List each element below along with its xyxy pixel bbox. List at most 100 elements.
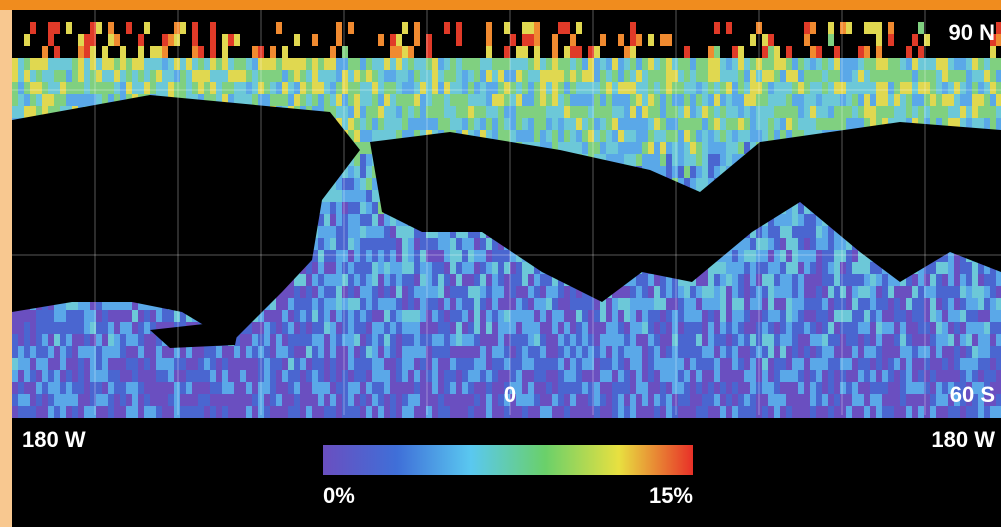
field-cell [432, 58, 438, 70]
field-cell [720, 166, 726, 178]
field-cell [522, 34, 528, 46]
field-cell [768, 226, 774, 238]
field-cell [876, 46, 882, 58]
field-cell [438, 262, 444, 274]
field-cell [672, 322, 678, 334]
field-cell [816, 274, 822, 286]
field-cell [360, 190, 366, 202]
field-cell [204, 358, 210, 370]
field-cell [510, 310, 516, 322]
field-cell [918, 358, 924, 370]
field-cell [336, 382, 342, 394]
field-cell [18, 394, 24, 406]
field-cell [780, 238, 786, 250]
field-cell [882, 346, 888, 358]
field-cell [318, 358, 324, 370]
field-cell [480, 274, 486, 286]
field-cell [942, 262, 948, 274]
field-cell [852, 322, 858, 334]
field-cell [900, 58, 906, 70]
field-cell [996, 382, 1001, 394]
field-cell [636, 274, 642, 286]
field-cell [138, 346, 144, 358]
field-cell [492, 238, 498, 250]
field-cell [300, 346, 306, 358]
field-cell [570, 106, 576, 118]
field-cell [450, 286, 456, 298]
field-cell [396, 34, 402, 46]
field-cell [24, 358, 30, 370]
field-cell [168, 58, 174, 70]
field-cell [528, 286, 534, 298]
field-cell [306, 310, 312, 322]
field-cell [630, 22, 636, 34]
field-cell [426, 382, 432, 394]
field-cell [480, 322, 486, 334]
field-cell [528, 82, 534, 94]
field-cell [894, 394, 900, 406]
field-cell [792, 358, 798, 370]
field-cell [264, 358, 270, 370]
field-cell [54, 358, 60, 370]
field-cell [510, 82, 516, 94]
field-cell [228, 34, 234, 46]
field-cell [24, 70, 30, 82]
field-cell [438, 58, 444, 70]
top-border [0, 0, 1001, 10]
field-cell [738, 142, 744, 154]
field-cell [198, 46, 204, 58]
field-cell [732, 262, 738, 274]
field-cell [192, 370, 198, 382]
field-cell [624, 154, 630, 166]
field-cell [780, 214, 786, 226]
field-cell [468, 322, 474, 334]
field-cell [444, 298, 450, 310]
field-cell [420, 310, 426, 322]
field-cell [234, 406, 240, 418]
field-cell [750, 358, 756, 370]
field-cell [456, 106, 462, 118]
field-cell [954, 274, 960, 286]
field-cell [126, 346, 132, 358]
field-cell [414, 226, 420, 238]
field-cell [240, 370, 246, 382]
field-cell [864, 106, 870, 118]
field-cell [678, 310, 684, 322]
field-cell [660, 154, 666, 166]
field-cell [12, 382, 18, 394]
field-cell [102, 358, 108, 370]
field-cell [840, 58, 846, 70]
field-cell [540, 286, 546, 298]
field-cell [18, 82, 24, 94]
field-cell [954, 118, 960, 130]
field-cell [402, 58, 408, 70]
field-cell [420, 370, 426, 382]
field-cell [174, 370, 180, 382]
field-cell [372, 178, 378, 190]
field-cell [666, 130, 672, 142]
field-cell [18, 406, 24, 418]
field-cell [426, 70, 432, 82]
field-cell [84, 370, 90, 382]
field-cell [720, 130, 726, 142]
field-cell [570, 358, 576, 370]
field-cell [84, 334, 90, 346]
field-cell [264, 406, 270, 418]
field-cell [396, 82, 402, 94]
field-cell [546, 370, 552, 382]
field-cell [936, 382, 942, 394]
field-cell [828, 382, 834, 394]
field-cell [810, 310, 816, 322]
field-cell [762, 94, 768, 106]
field-cell [378, 34, 384, 46]
field-cell [654, 94, 660, 106]
field-cell [294, 298, 300, 310]
field-cell [372, 190, 378, 202]
field-cell [888, 298, 894, 310]
field-cell [432, 250, 438, 262]
field-cell [48, 322, 54, 334]
field-cell [396, 274, 402, 286]
field-cell [312, 406, 318, 418]
field-cell [138, 358, 144, 370]
field-cell [168, 358, 174, 370]
